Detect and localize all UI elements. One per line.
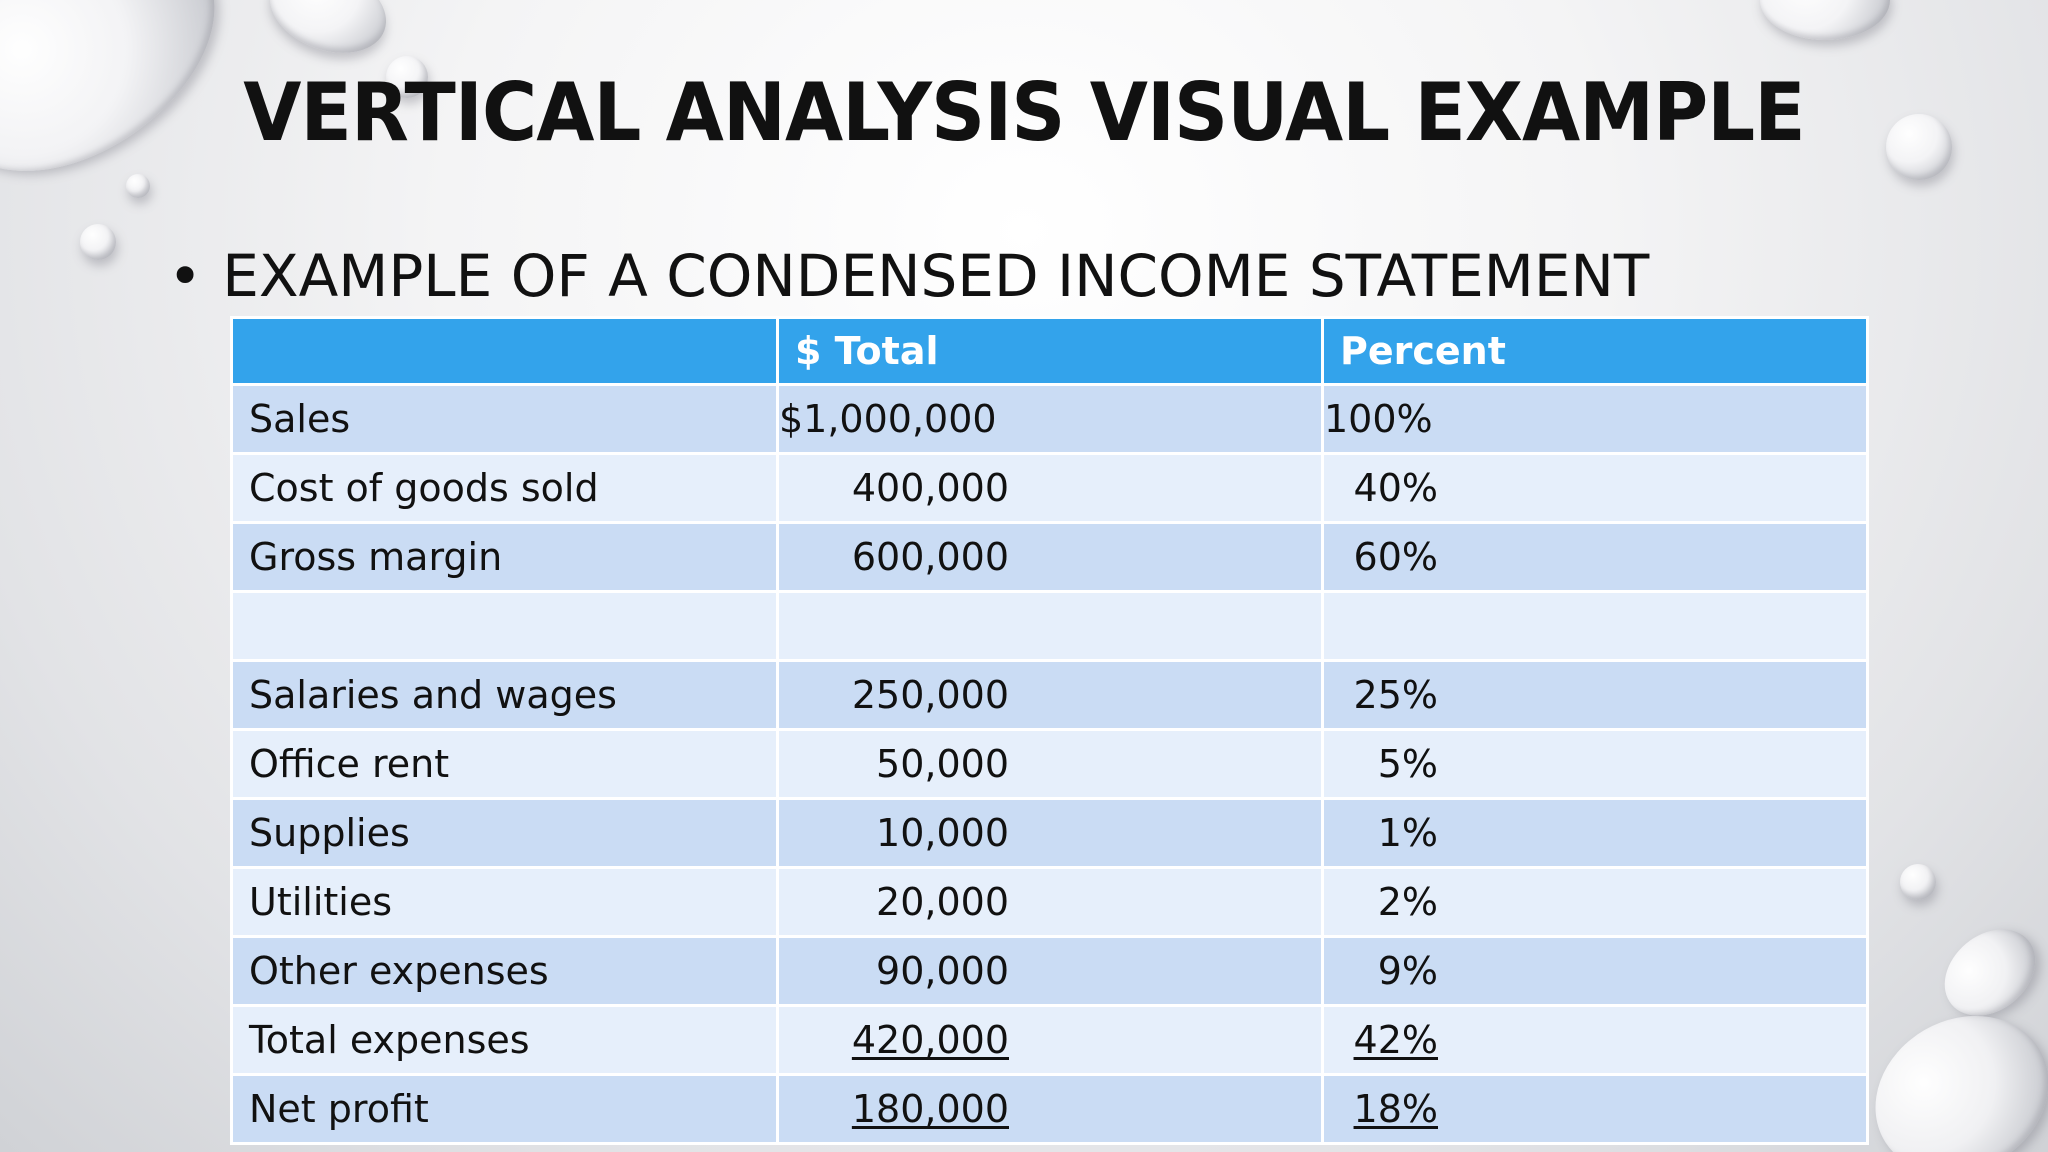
- row-total: 10,000: [876, 811, 1009, 855]
- row-percent: 60%: [1353, 535, 1438, 579]
- header-cell-total: $ Total: [776, 316, 1324, 386]
- row-percent-cell: 40%: [1321, 452, 1869, 524]
- table-row: Utilities 20,000 2%: [230, 866, 1869, 938]
- slide-title: VERTICAL ANALYSIS VISUAL EXAMPLE: [243, 66, 1805, 159]
- row-percent: 18%: [1353, 1087, 1438, 1131]
- row-percent-cell: 18%: [1321, 1073, 1869, 1145]
- row-total-cell: 10,000: [776, 797, 1324, 869]
- row-percent-cell: 9%: [1321, 935, 1869, 1007]
- header-cell-label: [230, 316, 779, 386]
- water-drop-decoration: [126, 174, 150, 198]
- row-total: 180,000: [851, 1087, 1009, 1131]
- table-row: Cost of goods sold 400,000 40%: [230, 452, 1869, 524]
- water-drop-decoration: [1927, 911, 2048, 1034]
- row-percent: 42%: [1353, 1018, 1438, 1062]
- row-total-cell: 50,000: [776, 728, 1324, 800]
- row-total-cell: [776, 590, 1324, 662]
- table-row: Office rent 50,000 5%: [230, 728, 1869, 800]
- row-label: Utilities: [230, 866, 779, 938]
- row-percent: 40%: [1353, 466, 1438, 510]
- row-percent: 9%: [1377, 949, 1438, 993]
- row-label: Other expenses: [230, 935, 779, 1007]
- row-label: Supplies: [230, 797, 779, 869]
- row-label: Office rent: [230, 728, 779, 800]
- row-percent: 2%: [1377, 880, 1438, 924]
- water-drop-decoration: [257, 0, 399, 69]
- row-label: Net profit: [230, 1073, 779, 1145]
- row-label: [230, 590, 779, 662]
- row-total-cell: 90,000: [776, 935, 1324, 1007]
- row-total: 90,000: [876, 949, 1009, 993]
- table-row: Salaries and wages 250,000 25%: [230, 659, 1869, 731]
- row-percent: 25%: [1353, 673, 1438, 717]
- table-row: Total expenses 420,000 42%: [230, 1004, 1869, 1076]
- table-row: Gross margin 600,000 60%: [230, 521, 1869, 593]
- water-drop-decoration: [1760, 0, 1890, 40]
- water-drop-decoration: [386, 56, 428, 98]
- row-percent-cell: 2%: [1321, 866, 1869, 938]
- row-percent: 1%: [1377, 811, 1438, 855]
- row-total: 50,000: [876, 742, 1009, 786]
- row-total-cell: 20,000: [776, 866, 1324, 938]
- row-percent-cell: 42%: [1321, 1004, 1869, 1076]
- row-total: 420,000: [851, 1018, 1009, 1062]
- row-percent-cell: 25%: [1321, 659, 1869, 731]
- row-total-cell: 400,000: [776, 452, 1324, 524]
- table-row: Supplies 10,000 1%: [230, 797, 1869, 869]
- bullet-point: • EXAMPLE OF A CONDENSED INCOME STATEMENT: [168, 242, 1649, 310]
- row-percent-cell: 100%: [1321, 383, 1869, 455]
- table-row: Other expenses 90,000 9%: [230, 935, 1869, 1007]
- row-total: 600,000: [851, 535, 1009, 579]
- table-header-row: $ Total Percent: [230, 316, 1869, 386]
- table-row: Sales $1,000,000 100%: [230, 383, 1869, 455]
- water-drop-decoration: [1900, 864, 1936, 900]
- row-total-cell: 180,000: [776, 1073, 1324, 1145]
- row-total: 400,000: [851, 466, 1009, 510]
- header-cell-percent: Percent: [1321, 316, 1869, 386]
- row-label: Gross margin: [230, 521, 779, 593]
- table-row: Net profit 180,000 18%: [230, 1073, 1869, 1145]
- water-drop-decoration: [80, 224, 116, 260]
- row-label: Total expenses: [230, 1004, 779, 1076]
- row-percent: 100%: [1324, 397, 1433, 441]
- row-percent-cell: 60%: [1321, 521, 1869, 593]
- row-total-cell: 250,000: [776, 659, 1324, 731]
- row-label: Salaries and wages: [230, 659, 779, 731]
- row-total-cell: 420,000: [776, 1004, 1324, 1076]
- water-drop-decoration: [1886, 114, 1952, 180]
- row-total: 250,000: [851, 673, 1009, 717]
- income-statement-table: $ Total Percent Sales $1,000,000 100% Cost …: [230, 316, 1869, 1145]
- row-percent-cell: [1321, 590, 1869, 662]
- row-total-cell: 600,000: [776, 521, 1324, 593]
- bullet-dot-icon: •: [168, 242, 203, 310]
- row-total: 20,000: [876, 880, 1009, 924]
- row-total: $1,000,000: [779, 397, 997, 441]
- row-total-cell: $1,000,000: [776, 383, 1324, 455]
- water-drop-decoration: [1846, 985, 2048, 1152]
- row-percent-cell: 5%: [1321, 728, 1869, 800]
- row-label: Sales: [230, 383, 779, 455]
- row-percent: 5%: [1377, 742, 1438, 786]
- bullet-text: EXAMPLE OF A CONDENSED INCOME STATEMENT: [222, 242, 1650, 310]
- row-percent-cell: 1%: [1321, 797, 1869, 869]
- table-row: [230, 590, 1869, 662]
- row-label: Cost of goods sold: [230, 452, 779, 524]
